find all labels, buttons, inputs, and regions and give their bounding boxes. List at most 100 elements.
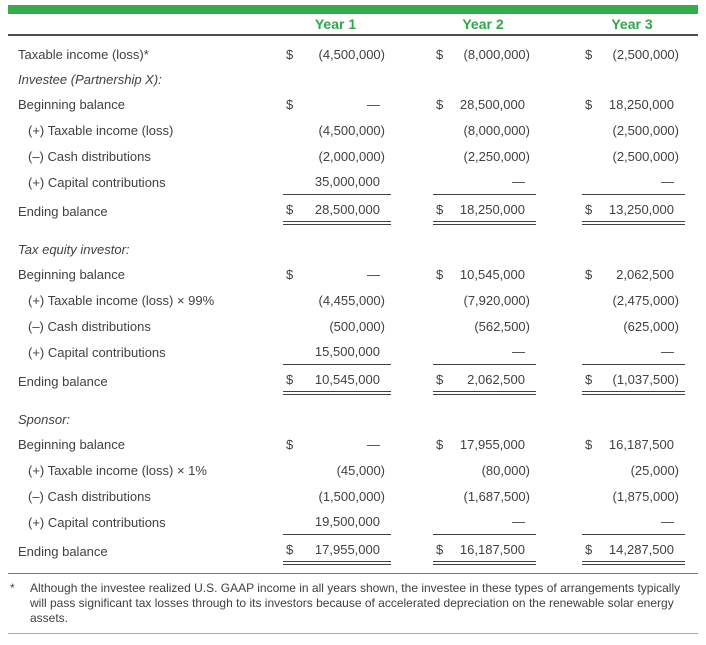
cell-value: (4,455,000) — [318, 292, 386, 308]
value-cell-year3: $ (1,037,500) — [582, 367, 685, 395]
value-cell-year3: (25,000) — [582, 457, 685, 483]
cell-value: 35,000,000 — [314, 174, 380, 189]
data-row: (–) Cash distributions (2,000,000) (2,250,… — [8, 143, 698, 169]
cell-value: (2,475,000) — [612, 292, 680, 308]
value-cell-year3: (2,500,000) — [582, 143, 685, 169]
cell-value: 15,500,000 — [314, 344, 380, 359]
value-cell-year2: — — [433, 169, 536, 195]
dollar-sign: $ — [436, 541, 444, 557]
value-cell-year3: (2,475,000) — [582, 287, 685, 313]
footnote-separator — [8, 573, 698, 574]
bottom-rule — [8, 633, 698, 634]
data-row: (+) Capital contributions 19,500,000 — — — [8, 509, 698, 535]
value-cell-year3: $2,062,500 — [582, 261, 685, 287]
row-label: (+) Taxable income (loss) × 1% — [28, 462, 207, 478]
cell-value: (80,000) — [481, 462, 530, 478]
row-label: (+) Capital contributions — [28, 174, 166, 190]
row-label: (+) Capital contributions — [28, 514, 166, 530]
value-cell-year1: $10,545,000 — [283, 367, 391, 395]
data-row: (+) Capital contributions 15,500,000 — — — [8, 339, 698, 365]
footnote-marker: * — [10, 581, 15, 595]
value-cell-year2: (8,000,000) — [433, 117, 536, 143]
column-header-year1: Year 1 — [314, 16, 357, 32]
data-row: (+) Taxable income (loss) × 99% (4,455,00… — [8, 287, 698, 313]
cell-value: (4,500,000) — [318, 122, 386, 138]
row-label: (+) Capital contributions — [28, 344, 166, 360]
cell-value: (4,500,000) — [318, 46, 386, 62]
cell-value: (1,875,000) — [612, 488, 680, 504]
dollar-sign: $ — [436, 371, 444, 387]
dollar-sign: $ — [436, 436, 444, 452]
cell-value: 2,062,500 — [467, 371, 525, 387]
dollar-sign: $ — [286, 96, 294, 112]
row-label: Ending balance — [18, 543, 108, 559]
value-cell-year1: (4,500,000) — [283, 117, 391, 143]
value-cell-year2: — — [433, 509, 536, 535]
row-label: (–) Cash distributions — [28, 488, 151, 504]
value-cell-year2: $ (8,000,000) — [433, 41, 536, 67]
value-cell-year2: $28,500,000 — [433, 91, 536, 117]
value-cell-year1: (2,000,000) — [283, 143, 391, 169]
dollar-sign: $ — [436, 46, 444, 62]
cell-value: 17,955,000 — [459, 436, 525, 452]
row-label: Beginning balance — [18, 96, 125, 112]
section-row: Tax equity investor: — [8, 237, 698, 261]
cell-value: 28,500,000 — [459, 96, 525, 112]
row-label: Beginning balance — [18, 436, 125, 452]
value-cell-year3: $16,187,500 — [582, 431, 685, 457]
section-row: Sponsor: — [8, 407, 698, 431]
value-cell-year3: $18,250,000 — [582, 91, 685, 117]
cell-value: (7,920,000) — [463, 292, 531, 308]
dollar-sign: $ — [436, 96, 444, 112]
cell-value: (1,687,500) — [463, 488, 531, 504]
cell-value: — — [661, 174, 674, 189]
data-row: (–) Cash distributions (500,000) (562,500)… — [8, 313, 698, 339]
value-cell-year1: 15,500,000 — [283, 339, 391, 365]
cell-value: — — [367, 266, 380, 282]
cell-value: 18,250,000 — [459, 201, 525, 217]
footnote-text: Although the investee realized U.S. GAAP… — [30, 581, 681, 625]
value-cell-year3: — — [582, 339, 685, 365]
value-cell-year2: $16,187,500 — [433, 537, 536, 565]
dollar-sign: $ — [585, 436, 593, 452]
cell-value: (25,000) — [630, 462, 679, 478]
cell-value: 14,287,500 — [608, 541, 674, 557]
footnote: * Although the investee realized U.S. GA… — [8, 574, 698, 626]
cell-value: — — [367, 436, 380, 452]
cell-value: (2,250,000) — [463, 148, 531, 164]
cell-value: — — [661, 514, 674, 529]
value-cell-year2: (562,500) — [433, 313, 536, 339]
value-cell-year1: (4,455,000) — [283, 287, 391, 313]
section-label: Sponsor: — [18, 411, 71, 427]
value-cell-year1: $ — — [283, 91, 391, 117]
cell-value: (1,037,500) — [612, 371, 680, 387]
value-cell-year1: $ (4,500,000) — [283, 41, 391, 67]
section-row: Investee (Partnership X): — [8, 67, 698, 91]
cell-value: — — [367, 96, 380, 112]
value-cell-year3: (625,000) — [582, 313, 685, 339]
cell-value: (2,500,000) — [612, 148, 680, 164]
dollar-sign: $ — [286, 371, 294, 387]
data-row: Taxable income (loss)* $ (4,500,000) $ (8,00… — [8, 41, 698, 67]
data-row: (–) Cash distributions (1,500,000) (1,687,… — [8, 483, 698, 509]
dollar-sign: $ — [585, 201, 593, 217]
cell-value: 10,545,000 — [314, 371, 380, 387]
total-row: Ending balance $17,955,000 $16,187,500 $14,… — [8, 535, 698, 565]
cell-value: (45,000) — [336, 462, 385, 478]
row-label: (–) Cash distributions — [28, 318, 151, 334]
value-cell-year1: 35,000,000 — [283, 169, 391, 195]
cell-value: (8,000,000) — [463, 122, 531, 138]
value-cell-year2: $2,062,500 — [433, 367, 536, 395]
cell-value: 28,500,000 — [314, 201, 380, 217]
value-cell-year1: $ — — [283, 431, 391, 457]
value-cell-year2: (7,920,000) — [433, 287, 536, 313]
table-body: Taxable income (loss)* $ (4,500,000) $ (8,00… — [8, 36, 698, 565]
row-label: Taxable income (loss)* — [18, 46, 149, 62]
cell-value: 2,062,500 — [616, 266, 674, 282]
value-cell-year1: $28,500,000 — [283, 197, 391, 225]
cell-value: (2,500,000) — [612, 46, 680, 62]
value-cell-year3: — — [582, 169, 685, 195]
dollar-sign: $ — [585, 46, 593, 62]
data-row: (+) Capital contributions 35,000,000 — — — [8, 169, 698, 195]
cell-value: 19,500,000 — [314, 514, 380, 529]
